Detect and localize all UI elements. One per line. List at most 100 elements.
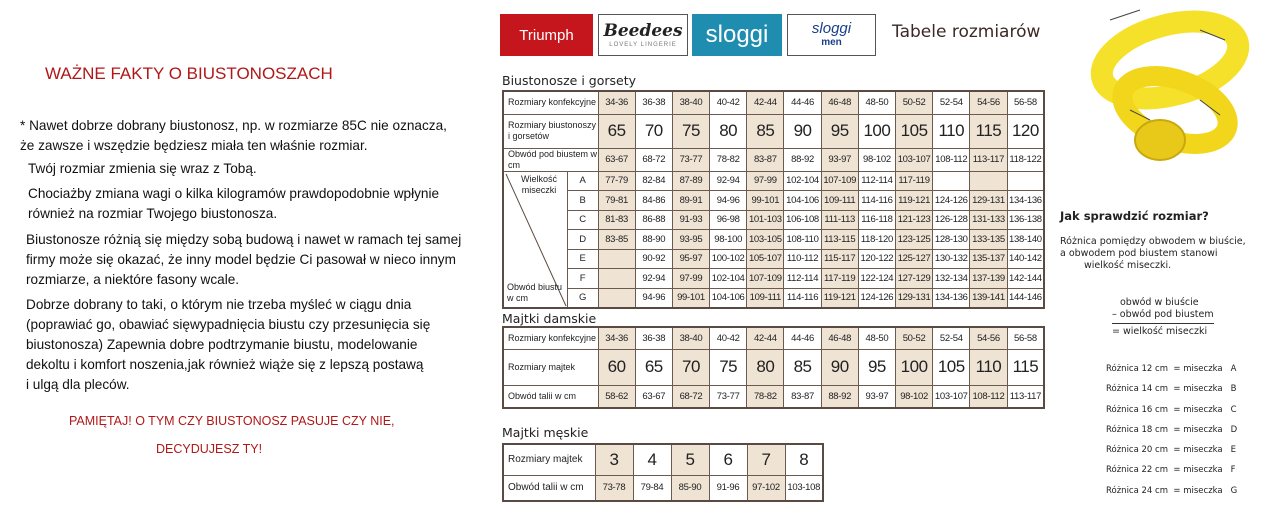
cup-difference-row: Różnica 14 cm = miseczka B: [1106, 384, 1237, 404]
women-size-table: Rozmiary konfekcyjne 34-36 36-38 38-40 40-42…: [502, 326, 1046, 409]
row-label: Obwód pod biustem w cm: [502, 147, 599, 172]
facts-line: i ulgą dla pleców.: [26, 377, 130, 392]
table-cell: 130-132: [932, 248, 971, 269]
bust-circumference-label: Obwód biustu w cm: [507, 281, 563, 303]
table-cell: 80: [709, 113, 748, 149]
table-cell: 97-102: [746, 474, 786, 502]
table-cell: 87-89: [671, 170, 711, 191]
facts-paragraph: Biustonosze różnią się między sobą budow…: [26, 230, 461, 290]
table-cell: 100-102: [709, 248, 748, 269]
table-cell: 85: [783, 348, 822, 386]
cup-letter: F: [1230, 465, 1236, 476]
table-cell: 91-93: [671, 209, 711, 230]
table-cell: 116-118: [857, 209, 897, 230]
facts-line: (poprawiać go, obawiać sięwypadnięcia bi…: [26, 317, 431, 332]
table-cell: 93-95: [671, 229, 711, 250]
table-cell: 118-120: [857, 229, 897, 250]
table-cell: 118-122: [1006, 147, 1045, 172]
table-cell: 102-104: [783, 170, 822, 191]
table-cell: 103-105: [746, 229, 785, 250]
table-cell: 88-92: [820, 384, 859, 409]
cup-letter: C: [566, 209, 599, 230]
table-cell: 112-114: [783, 268, 822, 289]
howto-desc-line: a obwodem pod biustem stanowi: [1060, 248, 1218, 259]
row-cup-F: F 92-94 97-99 102-104 107-109 112-114 117-119 1…: [503, 268, 1045, 289]
table-cell: 126-128: [932, 209, 971, 230]
table-cell: 95-97: [671, 248, 711, 269]
cup-size-label: Wielkość miseczki: [520, 173, 557, 195]
difference-text: Różnica 14 cm = miseczka: [1106, 384, 1223, 395]
table-cell: 129-131: [894, 287, 934, 308]
row-underbust: Obwód pod biustem w cm 63-67 68-72 73-77 78-…: [502, 147, 1045, 172]
table-cell: 105: [894, 113, 934, 149]
table-cell: 52-54: [932, 90, 971, 115]
table-cell: 92-94: [634, 268, 673, 289]
table-cell: 83-87: [783, 384, 822, 409]
howto-formula: obwód w biuście – obwód pod biustem = wi…: [1112, 297, 1214, 338]
bra-table-title: Biustonosze i gorsety: [502, 73, 637, 88]
table-cell: 52-54: [932, 326, 971, 350]
table-cell: 110: [932, 113, 971, 149]
table-cell: 5: [670, 443, 710, 476]
table-cell: 104-106: [709, 287, 748, 308]
row-cup-G: G 94-96 99-101 104-106 109-111 114-116 119-121…: [503, 287, 1045, 308]
table-cell: 46-48: [820, 326, 859, 350]
table-cell: [1006, 170, 1045, 191]
table-cell: 103-108: [784, 474, 824, 502]
row-label: Rozmiary konfekcyjne: [502, 90, 599, 115]
sloggi-men-logo: sloggi men: [787, 14, 876, 56]
table-cell: 95: [820, 113, 859, 149]
row-konf: Rozmiary konfekcyjne 34-36 36-38 38-40 40-42…: [502, 326, 1045, 350]
table-cell: 34-36: [597, 326, 636, 350]
table-cell: 8: [784, 443, 824, 476]
difference-text: Różnica 24 cm = miseczka: [1106, 485, 1223, 496]
table-cell: 68-72: [634, 147, 673, 172]
cup-difference-row: Różnica 24 cm = miseczka G: [1106, 486, 1237, 506]
table-cell: 7: [746, 443, 786, 476]
table-cell: 38-40: [671, 326, 711, 350]
table-cell: 113-117: [969, 147, 1008, 172]
table-cell: 94-96: [709, 190, 748, 211]
facts-line: Chociażby zmiana wagi o kilka kilogramów…: [28, 186, 440, 201]
table-cell: 140-142: [1006, 248, 1045, 269]
facts-paragraph: Chociażby zmiana wagi o kilka kilogramów…: [28, 184, 439, 224]
table-cell: 131-133: [969, 209, 1008, 230]
table-cell: 137-139: [969, 268, 1008, 289]
triumph-logo: Triumph: [500, 14, 593, 56]
cup-letter: G: [566, 287, 599, 308]
cup-letter: D: [1230, 424, 1238, 435]
sloggi-logo-text: sloggi: [705, 21, 769, 48]
diagonal-divider: [505, 173, 566, 306]
row-cup-A: Wielkość miseczki Obwód biustu w cm A 77-79…: [502, 170, 1045, 308]
cup-letter: F: [566, 268, 599, 289]
table-cell: 138-140: [1006, 229, 1045, 250]
table-cell: 97-99: [746, 170, 785, 191]
table-cell: 134-136: [932, 287, 971, 308]
table-cell: 90-92: [634, 248, 673, 269]
table-cell: 95: [857, 348, 897, 386]
table-cell: 85-90: [670, 474, 710, 502]
cup-difference-row: Różnica 12 cm = miseczka A: [1106, 364, 1237, 384]
howto-desc-line: Różnica pomiędzy obwodem w biuście,: [1060, 236, 1246, 247]
table-cell: 78-82: [709, 147, 748, 172]
table-cell: 135-137: [969, 248, 1008, 269]
table-cell: 77-79: [597, 170, 636, 191]
cup-difference-row: Różnica 16 cm = miseczka C: [1106, 405, 1237, 425]
table-cell: 79-81: [597, 190, 636, 211]
formula-line: obwód w biuście: [1120, 297, 1199, 308]
table-cell: 6: [708, 443, 748, 476]
men-size-table: Rozmiary majtek 3 4 5 6 7 8 Obwód talii w cm 73-…: [502, 443, 824, 502]
table-cell: 79-84: [632, 474, 672, 502]
table-cell: 42-44: [746, 90, 785, 115]
table-cell: 80: [746, 348, 785, 386]
facts-paragraph: * Nawet dobrze dobrany biustonosz, np. w…: [20, 116, 447, 156]
row-cup-C: C 81-83 86-88 91-93 96-98 101-103 106-108 111-1…: [503, 209, 1045, 230]
table-cell: 34-36: [597, 90, 636, 115]
facts-paragraph: Dobrze dobrany to taki, o którym nie trz…: [26, 295, 430, 395]
cup-letter: G: [1230, 485, 1238, 496]
table-cell: 97-99: [671, 268, 711, 289]
table-cell: 106-108: [783, 209, 822, 230]
table-cell: 110: [969, 348, 1008, 386]
table-cell: [597, 287, 636, 308]
table-cell: 42-44: [746, 326, 785, 350]
